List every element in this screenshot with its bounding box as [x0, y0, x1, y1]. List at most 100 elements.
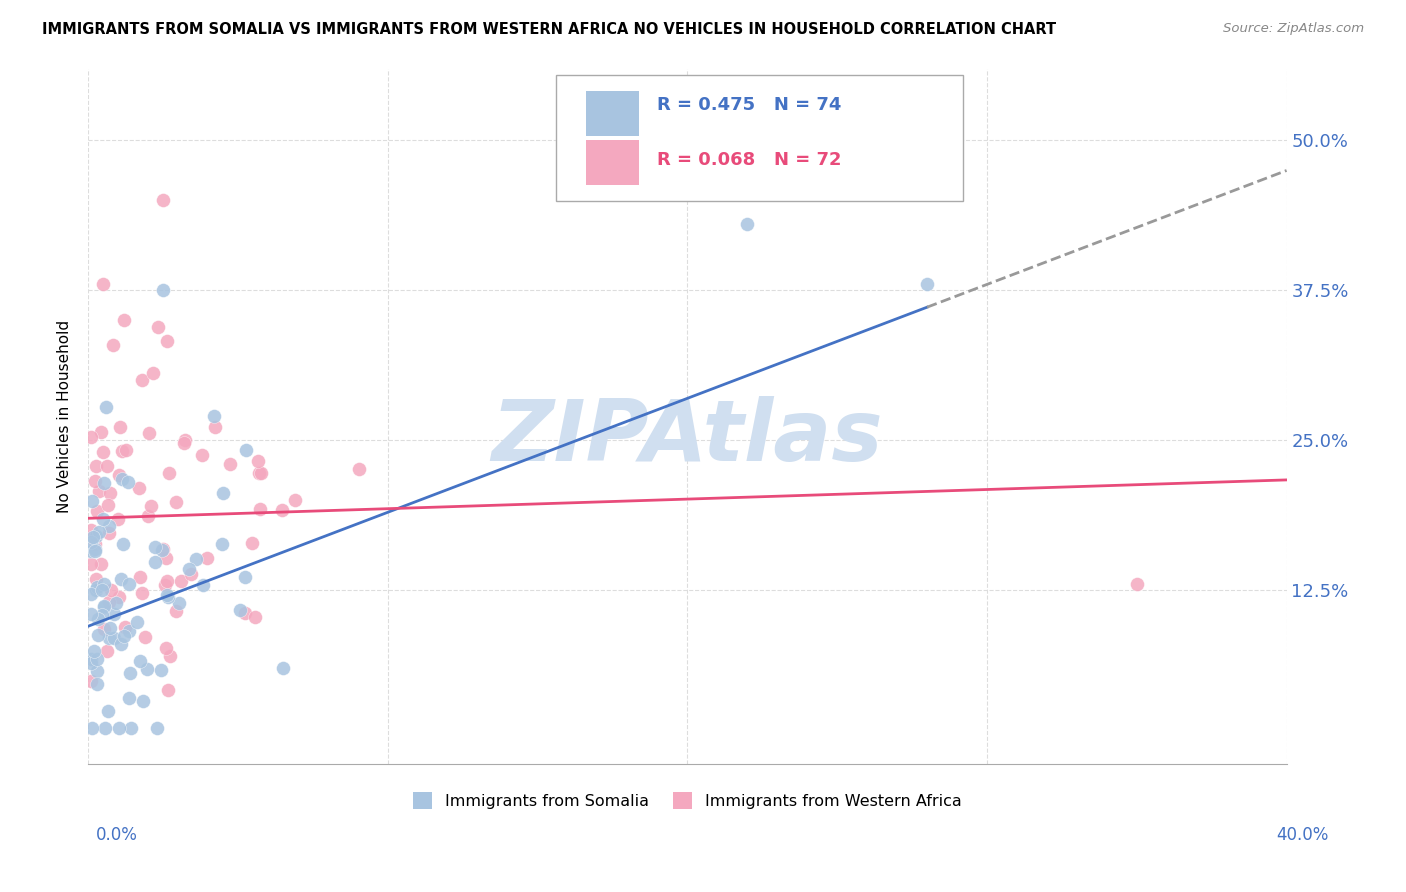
- Point: [136, 662, 159, 676]
- Point: [108, 590, 131, 604]
- Point: [97, 498, 120, 512]
- Text: Source: ZipAtlas.com: Source: ZipAtlas.com: [1223, 22, 1364, 36]
- Point: [179, 562, 201, 576]
- Point: [90, 558, 112, 572]
- Point: [86, 504, 108, 518]
- Point: [146, 721, 169, 735]
- Legend: Immigrants from Somalia, Immigrants from Western Africa: Immigrants from Somalia, Immigrants from…: [406, 786, 969, 815]
- Point: [94, 400, 117, 414]
- Point: [157, 683, 180, 698]
- Point: [103, 632, 125, 646]
- Point: [84, 582, 107, 597]
- Point: [98, 519, 121, 533]
- Text: R = 0.475   N = 74: R = 0.475 N = 74: [658, 95, 842, 113]
- Point: [184, 552, 207, 566]
- Point: [108, 721, 131, 735]
- Point: [93, 599, 115, 614]
- Point: [93, 623, 115, 637]
- Point: [84, 573, 107, 587]
- Bar: [585, 91, 640, 136]
- Point: [233, 570, 256, 584]
- Point: [1126, 577, 1149, 591]
- Point: [91, 512, 114, 526]
- Point: [191, 578, 214, 592]
- Point: [118, 624, 141, 639]
- Point: [204, 420, 226, 434]
- Point: [170, 574, 193, 588]
- Point: [347, 462, 370, 476]
- Point: [84, 459, 107, 474]
- Point: [159, 648, 181, 663]
- Point: [80, 587, 103, 601]
- Point: [125, 615, 148, 630]
- Point: [80, 652, 103, 666]
- Point: [167, 596, 190, 610]
- Point: [101, 338, 124, 352]
- Point: [83, 537, 105, 551]
- Point: [152, 194, 174, 208]
- Point: [80, 557, 103, 571]
- Point: [155, 641, 177, 656]
- Point: [737, 218, 759, 232]
- Point: [152, 543, 174, 558]
- Point: [249, 502, 271, 516]
- Point: [212, 486, 235, 500]
- Point: [146, 319, 169, 334]
- Point: [91, 277, 114, 292]
- Point: [129, 569, 152, 583]
- Point: [139, 499, 162, 513]
- Point: [83, 541, 105, 556]
- Point: [83, 644, 105, 658]
- Point: [149, 664, 172, 678]
- Point: [118, 691, 141, 706]
- Point: [86, 677, 108, 691]
- Point: [98, 622, 121, 636]
- Point: [136, 509, 159, 524]
- Point: [111, 444, 134, 458]
- Point: [117, 475, 139, 489]
- Point: [93, 577, 115, 591]
- Point: [94, 721, 117, 735]
- Point: [90, 607, 112, 622]
- Point: [84, 528, 107, 542]
- Point: [247, 466, 270, 480]
- Point: [97, 631, 120, 645]
- Point: [82, 721, 104, 735]
- Point: [156, 334, 179, 348]
- Point: [89, 484, 111, 499]
- Point: [112, 629, 135, 643]
- Point: [104, 596, 127, 610]
- Point: [80, 544, 103, 558]
- Text: ZIPAtlas: ZIPAtlas: [492, 396, 883, 479]
- Point: [112, 537, 135, 551]
- Point: [110, 572, 132, 586]
- Point: [132, 694, 155, 708]
- Point: [120, 665, 142, 680]
- Point: [131, 586, 153, 600]
- Point: [131, 373, 153, 387]
- Point: [110, 637, 132, 651]
- Point: [284, 492, 307, 507]
- Point: [243, 610, 266, 624]
- Point: [915, 277, 938, 292]
- Point: [153, 578, 176, 592]
- FancyBboxPatch shape: [555, 76, 963, 201]
- Point: [84, 474, 107, 488]
- Point: [87, 525, 110, 540]
- Point: [80, 523, 103, 537]
- Point: [228, 603, 250, 617]
- Point: [91, 582, 114, 597]
- Point: [138, 425, 160, 440]
- Point: [84, 544, 107, 558]
- Point: [87, 628, 110, 642]
- Point: [233, 606, 256, 620]
- Point: [86, 580, 108, 594]
- Point: [114, 620, 136, 634]
- Text: 0.0%: 0.0%: [96, 826, 138, 844]
- Y-axis label: No Vehicles in Household: No Vehicles in Household: [58, 319, 72, 513]
- Point: [270, 503, 292, 517]
- Point: [120, 721, 142, 735]
- Point: [86, 664, 108, 678]
- Point: [143, 555, 166, 569]
- Point: [152, 541, 174, 556]
